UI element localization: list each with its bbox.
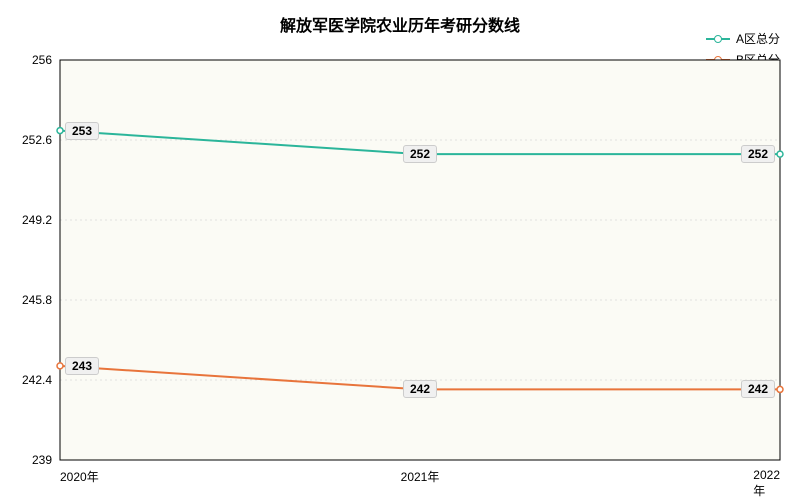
data-label: 252 — [403, 145, 437, 163]
y-axis-label: 249.2 — [22, 213, 52, 227]
data-label: 253 — [65, 122, 99, 140]
legend-marker — [714, 35, 722, 43]
y-axis-label: 245.8 — [22, 293, 52, 307]
legend-line — [706, 38, 730, 40]
legend-label: A区总分 — [736, 30, 780, 47]
legend-item: A区总分 — [706, 30, 780, 47]
x-axis-label: 2020年 — [60, 468, 99, 485]
plot-svg — [60, 60, 780, 460]
data-label: 242 — [741, 380, 775, 398]
data-label: 243 — [65, 357, 99, 375]
data-label: 252 — [741, 145, 775, 163]
plot-area: 239242.4245.8249.2252.62562020年2021年2022… — [60, 60, 780, 460]
y-axis-label: 242.4 — [22, 373, 52, 387]
chart-container: 解放军医学院农业历年考研分数线 A区总分B区总分 239242.4245.824… — [0, 0, 800, 500]
chart-title: 解放军医学院农业历年考研分数线 — [280, 12, 520, 36]
x-axis-label: 2022年 — [753, 468, 780, 499]
x-axis-label: 2021年 — [401, 468, 440, 485]
y-axis-label: 252.6 — [22, 133, 52, 147]
data-label: 242 — [403, 380, 437, 398]
y-axis-label: 239 — [32, 453, 52, 467]
y-axis-label: 256 — [32, 53, 52, 67]
